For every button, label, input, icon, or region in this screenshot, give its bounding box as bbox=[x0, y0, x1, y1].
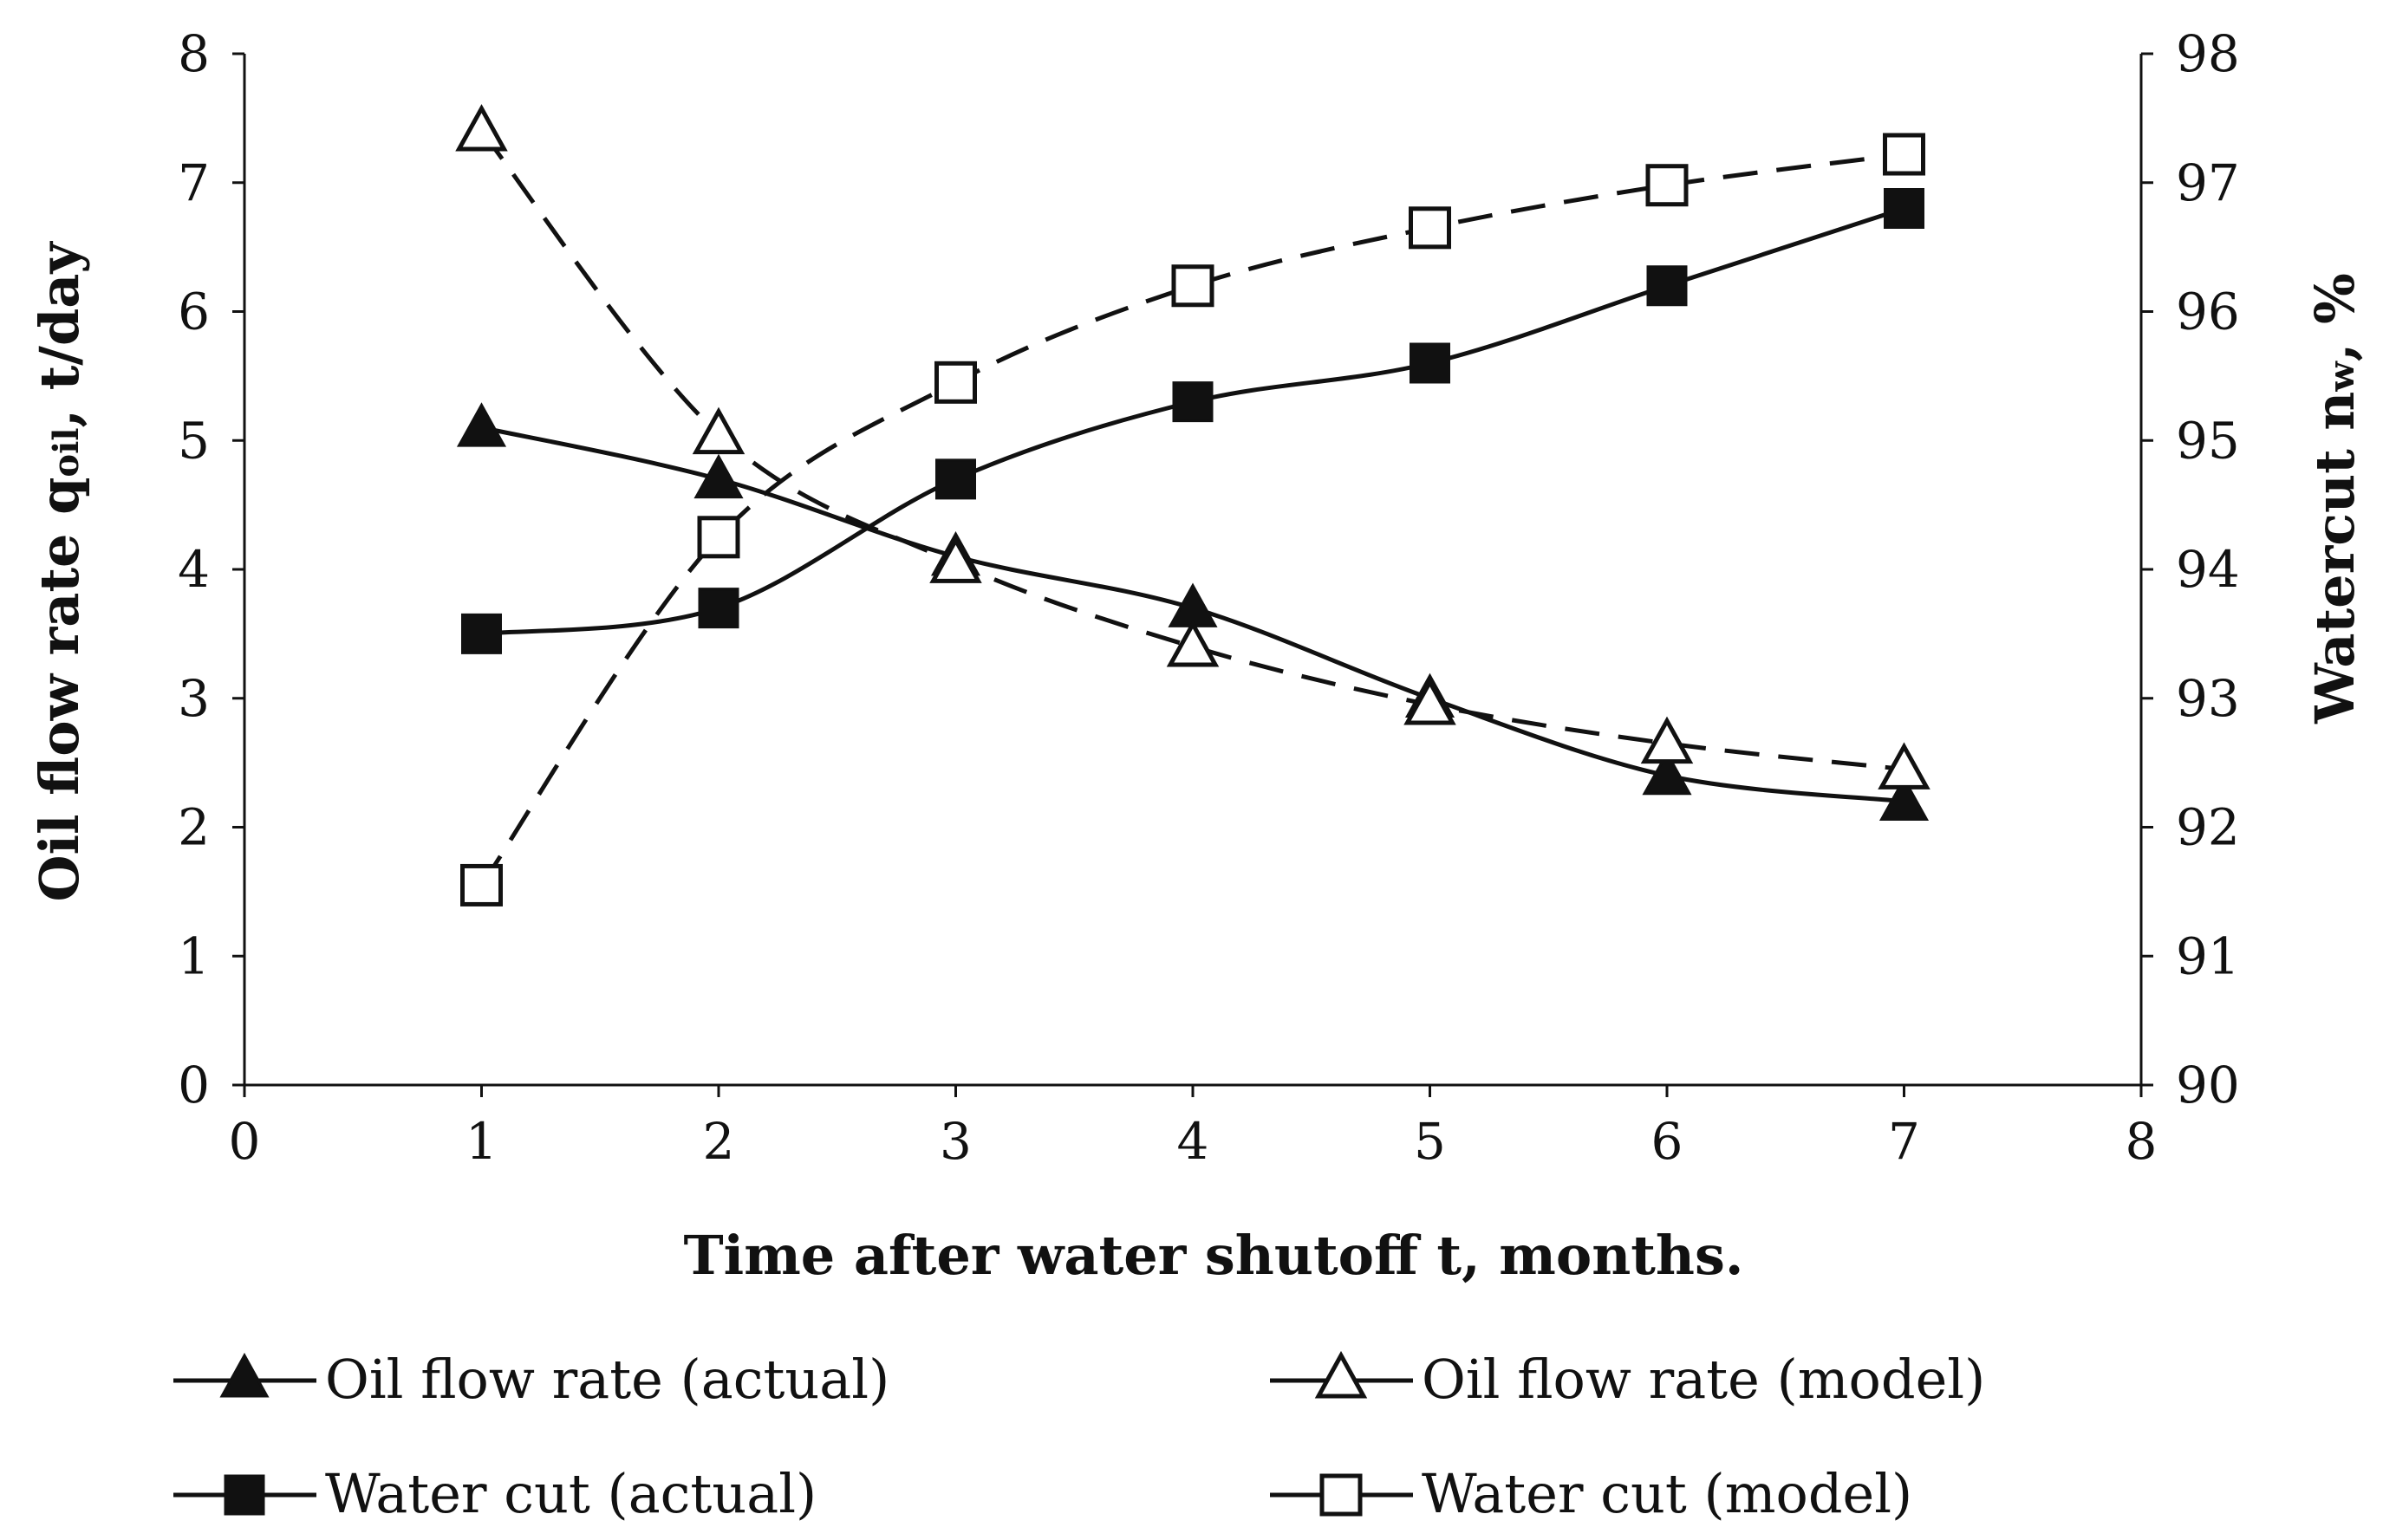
legend-label-water-model: Water cut (model) bbox=[1422, 1462, 1912, 1525]
x-tick-label: 1 bbox=[466, 1112, 498, 1171]
x-tick-label: 0 bbox=[229, 1112, 261, 1171]
data-point-1 bbox=[456, 402, 507, 447]
series-line-2 bbox=[479, 129, 1904, 772]
data-point-4 bbox=[1883, 133, 1925, 176]
y-right-tick-label: 94 bbox=[2176, 540, 2240, 599]
y-right-tick-label: 93 bbox=[2176, 669, 2240, 728]
x-tick-label: 8 bbox=[2126, 1112, 2158, 1171]
y-left-tick-label: 1 bbox=[178, 926, 210, 985]
y-right-tick-label: 97 bbox=[2176, 153, 2240, 212]
y-right-tick-label: 96 bbox=[2176, 283, 2240, 341]
legend-marker-oil-model bbox=[1314, 1350, 1368, 1399]
series-line-4 bbox=[479, 152, 1904, 887]
data-point-4 bbox=[1171, 264, 1214, 308]
y-right-tick-label: 90 bbox=[2176, 1056, 2240, 1114]
legend-label-water-actual: Water cut (actual) bbox=[325, 1462, 817, 1525]
x-axis-title: Time after water shutoff t, months. bbox=[684, 1224, 1744, 1287]
data-point-2 bbox=[1640, 716, 1694, 764]
data-point-2 bbox=[1878, 742, 1930, 789]
data-point-2 bbox=[692, 406, 745, 455]
x-tick-label: 3 bbox=[940, 1112, 972, 1171]
y-left-tick-label: 0 bbox=[178, 1056, 210, 1114]
y-left-tick-label: 6 bbox=[178, 283, 210, 341]
x-tick-label: 6 bbox=[1651, 1112, 1683, 1171]
data-point-2 bbox=[1403, 678, 1456, 725]
axes bbox=[232, 52, 2153, 1097]
legend-label-oil-model: Oil flow rate (model) bbox=[1422, 1348, 1985, 1411]
data-point-3 bbox=[1410, 342, 1450, 384]
data-point-3 bbox=[1172, 381, 1214, 423]
y-right-tick-label: 92 bbox=[2176, 798, 2240, 857]
data-point-3 bbox=[461, 613, 502, 654]
data-point-1 bbox=[1878, 776, 1930, 822]
data-point-4 bbox=[934, 361, 977, 404]
data-point-2 bbox=[455, 104, 508, 152]
legend: Oil flow rate (actual) Oil flow rate (mo… bbox=[173, 1348, 1985, 1525]
y-left-tick-label: 4 bbox=[178, 540, 210, 599]
y-right-axis-title-sub: w bbox=[2321, 361, 2362, 393]
x-tick-label: 7 bbox=[1888, 1112, 1920, 1171]
legend-marker-water-model bbox=[1319, 1473, 1363, 1517]
legend-label-oil-actual: Oil flow rate (actual) bbox=[325, 1348, 889, 1411]
data-point-1 bbox=[1642, 750, 1692, 796]
y-left-tick-label: 8 bbox=[178, 24, 210, 83]
legend-item-water-model: Water cut (model) bbox=[1270, 1462, 1912, 1525]
data-point-4 bbox=[1409, 206, 1451, 250]
data-point-2 bbox=[1166, 620, 1220, 667]
data-point-3 bbox=[698, 588, 739, 629]
y-left-axis-title-sub: oil bbox=[46, 427, 87, 477]
legend-marker-water-actual bbox=[224, 1474, 265, 1516]
legend-item-oil-model: Oil flow rate (model) bbox=[1270, 1348, 1985, 1411]
y-left-tick-label: 5 bbox=[178, 411, 210, 470]
tick-labels: 0 1 2 3 4 5 6 7 8 0 1 2 3 4 5 6 7 8 90 91 92 93 94 95 96 97 98 bbox=[178, 24, 2240, 1171]
x-tick-label: 4 bbox=[1177, 1112, 1209, 1171]
data-point-3 bbox=[1884, 188, 1924, 229]
legend-marker-oil-actual bbox=[219, 1352, 270, 1398]
plot-series bbox=[455, 104, 1930, 906]
y-right-axis-title: Watercut nw, % bbox=[2303, 273, 2367, 725]
x-tick-label: 2 bbox=[703, 1112, 735, 1171]
data-point-1 bbox=[693, 453, 744, 499]
data-point-4 bbox=[697, 516, 740, 559]
data-point-3 bbox=[1646, 265, 1688, 307]
data-point-2 bbox=[929, 536, 982, 583]
legend-item-oil-actual: Oil flow rate (actual) bbox=[173, 1348, 889, 1411]
y-right-tick-label: 98 bbox=[2176, 24, 2240, 83]
data-point-4 bbox=[1645, 164, 1689, 207]
y-left-tick-label: 3 bbox=[178, 669, 210, 728]
x-tick-label: 5 bbox=[1414, 1112, 1446, 1171]
y-right-tick-label: 91 bbox=[2176, 926, 2240, 985]
y-left-axis-title: Oil flow rate qoil, t/day bbox=[28, 241, 91, 902]
legend-item-water-actual: Water cut (actual) bbox=[173, 1462, 817, 1525]
y-right-tick-label: 95 bbox=[2176, 411, 2240, 470]
y-left-tick-label: 7 bbox=[178, 153, 210, 212]
y-left-tick-label: 2 bbox=[178, 798, 210, 857]
data-point-3 bbox=[935, 458, 976, 500]
data-point-4 bbox=[460, 863, 503, 906]
